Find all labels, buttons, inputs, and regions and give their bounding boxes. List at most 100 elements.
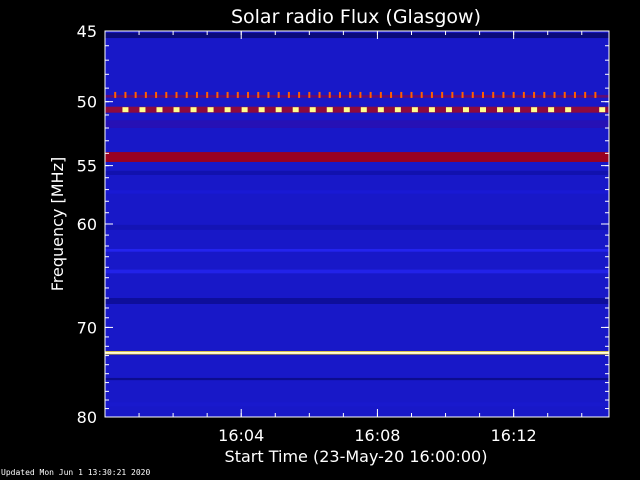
interference-tick-25 [359,91,362,98]
interference-tick-3 [134,91,137,98]
y-axis: 45 50 55 60 70 80 [77,22,609,427]
interference-tick-41 [522,91,525,98]
signal-spot-22 [480,107,486,113]
signal-spot-15 [360,107,367,113]
signal-spot-7 [224,107,231,113]
interference-tick-45 [563,91,566,98]
interference-tick-40 [512,91,515,98]
interference-tick-11 [216,91,219,98]
spectrogram-plot-area [105,31,609,417]
frequency-band-4 [105,120,609,128]
signal-spot-13 [326,107,333,113]
frequency-band-6 [105,170,609,176]
frequency-band-5 [105,152,609,162]
signal-spot-8 [241,107,248,113]
signal-spot-21 [462,107,469,113]
interference-tick-43 [543,91,546,98]
interference-tick-20 [308,91,311,98]
frequency-band-10 [105,269,609,274]
frequency-band-8 [105,224,609,230]
frequency-band-14 [105,402,609,407]
interference-tick-33 [441,91,444,98]
frequency-band-2 [105,94,609,98]
interference-tick-28 [390,91,393,98]
signal-spot-14 [343,107,350,113]
interference-tick-16 [267,91,270,98]
signal-spot-18 [411,107,418,113]
interference-tick-13 [236,91,239,98]
interference-tick-22 [328,91,331,98]
x-axis-label: Start Time (23-May-20 16:00:00) [225,447,488,466]
interference-tick-12 [226,91,229,98]
signal-spot-1 [122,107,129,113]
interference-tick-31 [420,91,423,98]
signal-spot-10 [275,107,282,113]
frequency-band-3 [105,106,609,113]
interference-tick-37 [482,91,484,98]
x-tick-label-16:12: 16:12 [491,426,537,445]
signal-spot-6 [207,107,214,113]
interference-tick-1 [114,91,117,98]
frequency-band-9 [105,248,609,252]
frequency-band-7 [105,190,609,194]
frequency-band-13 [105,377,609,381]
interference-tick-2 [124,91,127,98]
interference-tick-15 [257,91,260,98]
signal-spot-24 [514,107,521,113]
interference-tick-46 [573,91,576,98]
interference-tick-14 [247,91,250,98]
interference-tick-26 [369,91,372,98]
y-tick-label-70: 70 [77,318,97,337]
signal-spot-16 [377,107,384,113]
interference-tick-10 [206,91,209,98]
interference-tick-18 [287,91,290,98]
signal-spot-9 [258,107,265,113]
y-tick-label-45: 45 [77,22,97,41]
signal-spot-17 [394,107,401,113]
signal-spot-28 [599,107,606,113]
y-axis-label: Frequency [MHz] [48,157,67,291]
interference-tick-23 [338,91,341,98]
frequency-band-core [105,351,609,354]
interference-tick-36 [471,91,474,98]
updated-timestamp: Updated Mon Jun 1 13:30:21 2020 [1,468,151,477]
signal-spot-25 [531,107,538,113]
interference-tick-7 [175,91,178,98]
interference-tick-44 [553,91,556,98]
interference-tick-19 [298,91,301,98]
interference-tick-5 [155,91,158,98]
x-tick-label-16:08: 16:08 [354,426,400,445]
y-tick-label-55: 55 [77,157,97,176]
signal-spot-27 [565,107,572,113]
signal-spot-26 [548,107,555,113]
x-tick-label-16:04: 16:04 [218,426,264,445]
interference-tick-4 [144,91,147,98]
frequency-band-1 [105,32,609,39]
signal-spot-20 [445,107,452,113]
y-tick-label-60: 60 [77,215,97,234]
signal-spot-3 [156,107,163,113]
frequency-band-11 [105,298,609,305]
interference-tick-42 [533,91,536,98]
interference-tick-21 [318,91,321,98]
interference-tick-48 [594,91,597,98]
chart-title: Solar radio Flux (Glasgow) [231,6,481,28]
signal-spot-11 [292,107,299,113]
interference-tick-6 [165,91,168,98]
interference-tick-29 [400,91,403,98]
interference-tick-47 [584,91,587,98]
interference-tick-32 [430,91,433,98]
interference-tick-34 [451,91,454,98]
spectrogram-background [105,31,609,417]
interference-tick-35 [461,91,464,98]
y-tick-label-50: 50 [77,93,97,112]
interference-tick-24 [349,91,352,98]
signal-spot-4 [173,107,180,113]
interference-tick-30 [410,91,413,98]
interference-tick-27 [379,91,382,98]
signal-spot-23 [497,107,504,113]
signal-spot-12 [309,107,316,113]
y-tick-label-80: 80 [77,408,97,427]
interference-tick-38 [492,91,495,98]
